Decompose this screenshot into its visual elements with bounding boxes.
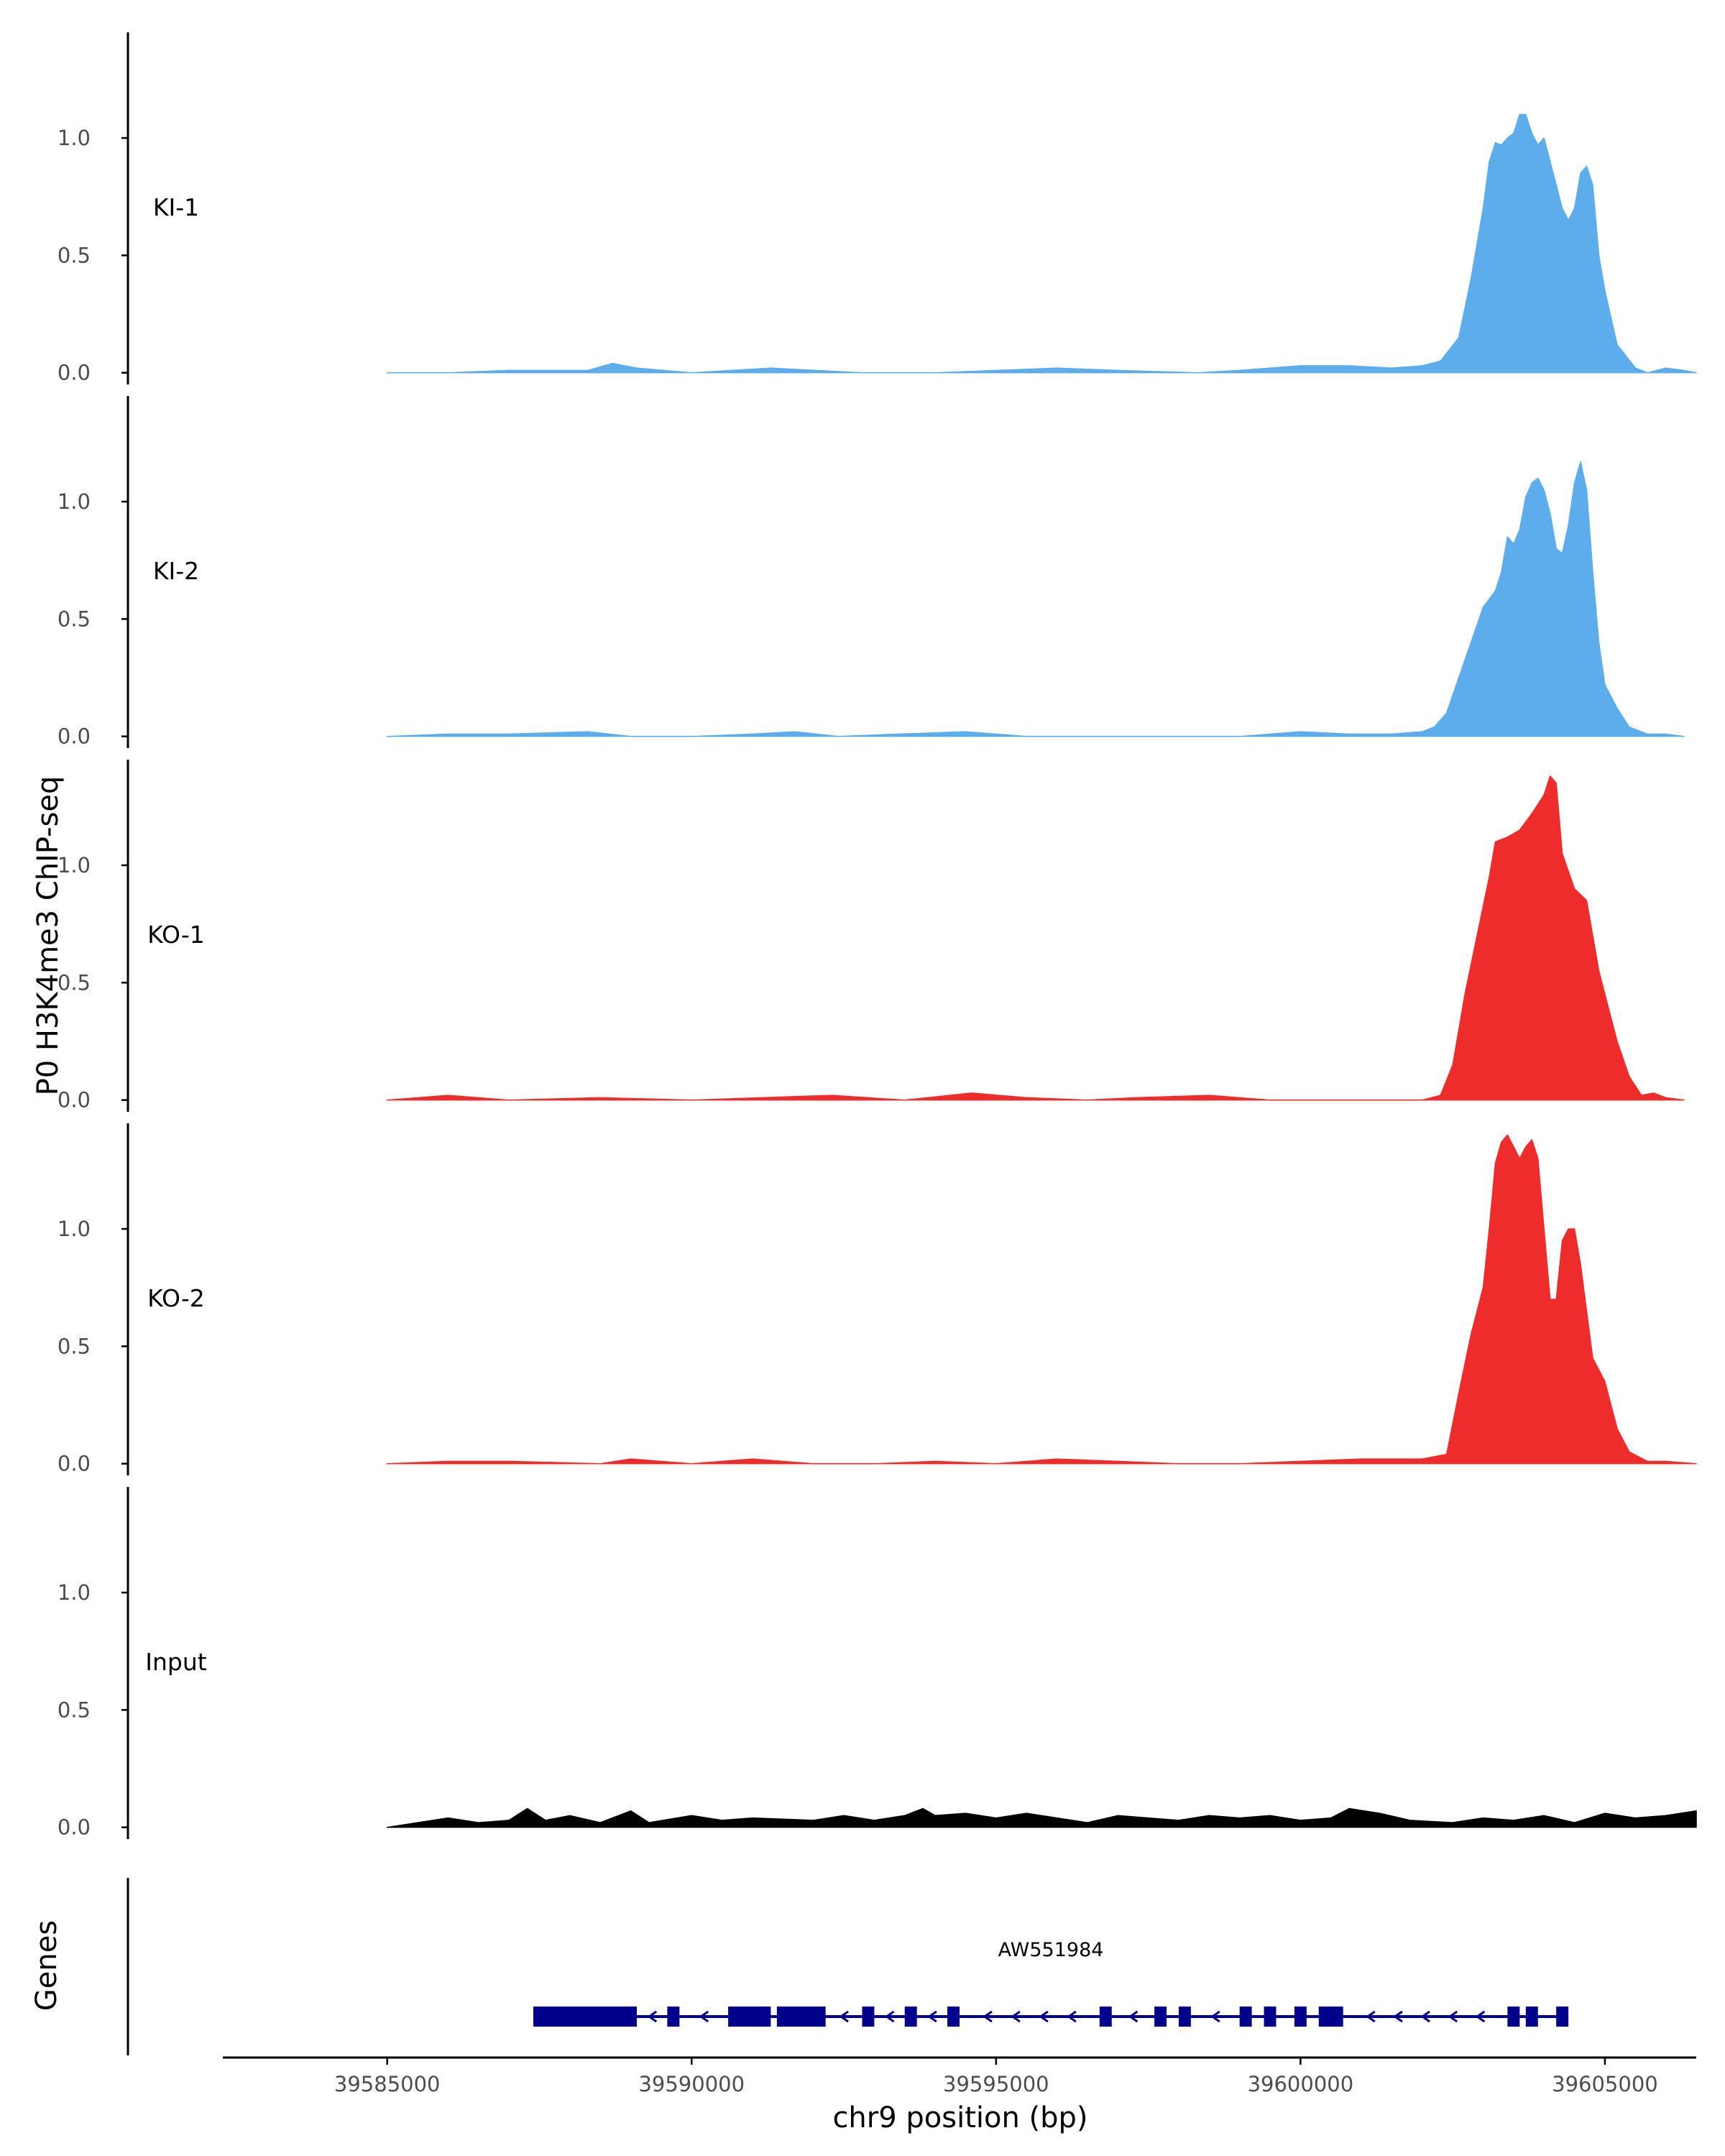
y-tick-label: 0.5 (58, 970, 91, 995)
strand-arrow (1011, 2010, 1021, 2023)
gene-exon (533, 2007, 638, 2027)
y-tick-label: 1.0 (58, 1217, 91, 1241)
strand-arrow (839, 2010, 849, 2023)
y-tick-label: 0.0 (58, 724, 91, 749)
gene-exon (667, 2007, 680, 2027)
x-tick-label: 39585000 (334, 2072, 441, 2096)
y-tick-label: 1.0 (58, 489, 91, 514)
strand-arrow (647, 2010, 658, 2023)
gene-exon (1239, 2007, 1252, 2027)
coverage-area-ko-2 (386, 1134, 1697, 1465)
y-tick-label: 0.5 (58, 1697, 91, 1722)
x-tick-label: 39595000 (943, 2072, 1049, 2096)
y-tick-label: 0.5 (58, 243, 91, 267)
gene-exon (1178, 2007, 1191, 2027)
gene-exon (776, 2007, 826, 2027)
track-ko-2: 0.0 0.5 1.0 KO-2 (58, 1123, 1697, 1476)
y-tick-label: 0.0 (58, 361, 91, 385)
gene-exon (904, 2007, 917, 2027)
track-label-ki-2: KI-2 (153, 557, 199, 585)
gene-exon (1525, 2007, 1538, 2027)
y-tick-label: 1.0 (58, 1580, 91, 1605)
track-ko-1: 0.0 0.5 1.0 KO-1 (58, 760, 1685, 1112)
x-tick-label: 39600000 (1248, 2072, 1354, 2096)
y-tick-label: 1.0 (58, 853, 91, 877)
y-tick-label: 0.5 (58, 1334, 91, 1358)
coverage-area-ko-1 (386, 775, 1685, 1101)
track-label-ko-2: KO-2 (147, 1284, 205, 1312)
coverage-area-ki-1 (386, 114, 1697, 374)
gene-name-label: AW551984 (998, 1939, 1104, 1961)
y-tick-label: 0.0 (58, 1088, 91, 1112)
strand-arrow (1448, 2010, 1458, 2023)
x-axis-label: chr9 position (bp) (832, 2101, 1087, 2134)
strand-arrow (1420, 2010, 1430, 2023)
track-label-ko-1: KO-1 (147, 921, 205, 949)
y-tick-label: 0.0 (58, 1452, 91, 1476)
gene-exon (1556, 2007, 1569, 2027)
x-tick-label: 39605000 (1552, 2072, 1658, 2096)
strand-arrow (699, 2010, 709, 2023)
x-axis: 39585000 39590000 39595000 39600000 39605000 (223, 2056, 1696, 2096)
strand-arrow (1039, 2010, 1049, 2023)
strand-arrow (927, 2010, 937, 2023)
strand-arrow (1475, 2010, 1486, 2023)
gene-panel: Genes AW551984 (30, 1878, 1569, 2055)
gene-exon (728, 2007, 771, 2027)
gene-exon (947, 2007, 960, 2027)
strand-arrow (1128, 2010, 1138, 2023)
strand-arrow (1210, 2010, 1220, 2023)
track-panels: 0.00.51.0KI-10.00.51.0KI-20.00.51.0KO-10… (58, 32, 1697, 1840)
coverage-area-input (386, 1807, 1697, 1828)
gene-exon (1294, 2007, 1307, 2027)
gene-exon (862, 2007, 875, 2027)
gene-exon (1264, 2007, 1276, 2027)
y-tick-label: 1.0 (58, 126, 91, 150)
gene-exon (1318, 2007, 1343, 2027)
gene-exon (1154, 2007, 1167, 2027)
strand-arrow (1366, 2010, 1376, 2023)
track-label-input: Input (145, 1648, 207, 1676)
x-tick-label: 39590000 (638, 2072, 745, 2096)
track-ki-2: 0.0 0.5 1.0 KI-2 (58, 396, 1685, 749)
gene-exon (1099, 2007, 1112, 2027)
y-tick-label: 0.5 (58, 607, 91, 631)
y-axis-label: P0 H3K4me3 ChIP-seq (32, 776, 65, 1096)
gene-exon (1507, 2007, 1520, 2027)
track-label-ki-1: KI-1 (153, 193, 199, 221)
strand-arrow (1393, 2010, 1403, 2023)
track-input: 0.0 0.5 1.0 Input (58, 1487, 1697, 1840)
track-ki-1: 0.0 0.5 1.0 KI-1 (58, 32, 1697, 385)
gene-panel-label: Genes (30, 1920, 63, 2011)
strand-arrow (1067, 2010, 1077, 2023)
strand-arrow (884, 2010, 895, 2023)
y-tick-label: 0.0 (58, 1815, 91, 1840)
strand-arrow (983, 2010, 993, 2023)
coverage-area-ki-2 (386, 461, 1685, 737)
